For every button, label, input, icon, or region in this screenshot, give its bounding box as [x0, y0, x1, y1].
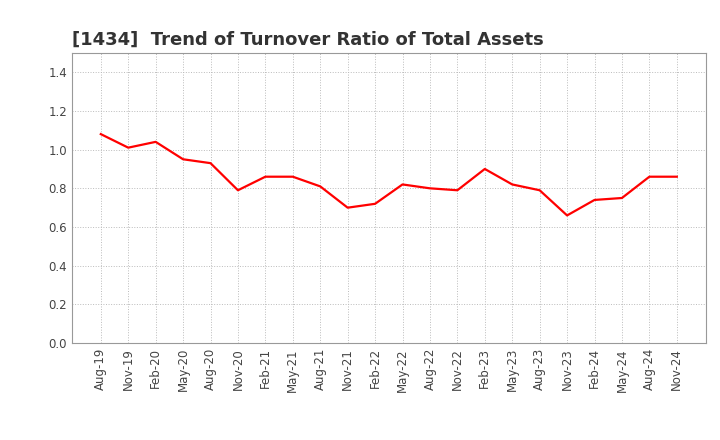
- Text: [1434]  Trend of Turnover Ratio of Total Assets: [1434] Trend of Turnover Ratio of Total …: [72, 31, 544, 49]
